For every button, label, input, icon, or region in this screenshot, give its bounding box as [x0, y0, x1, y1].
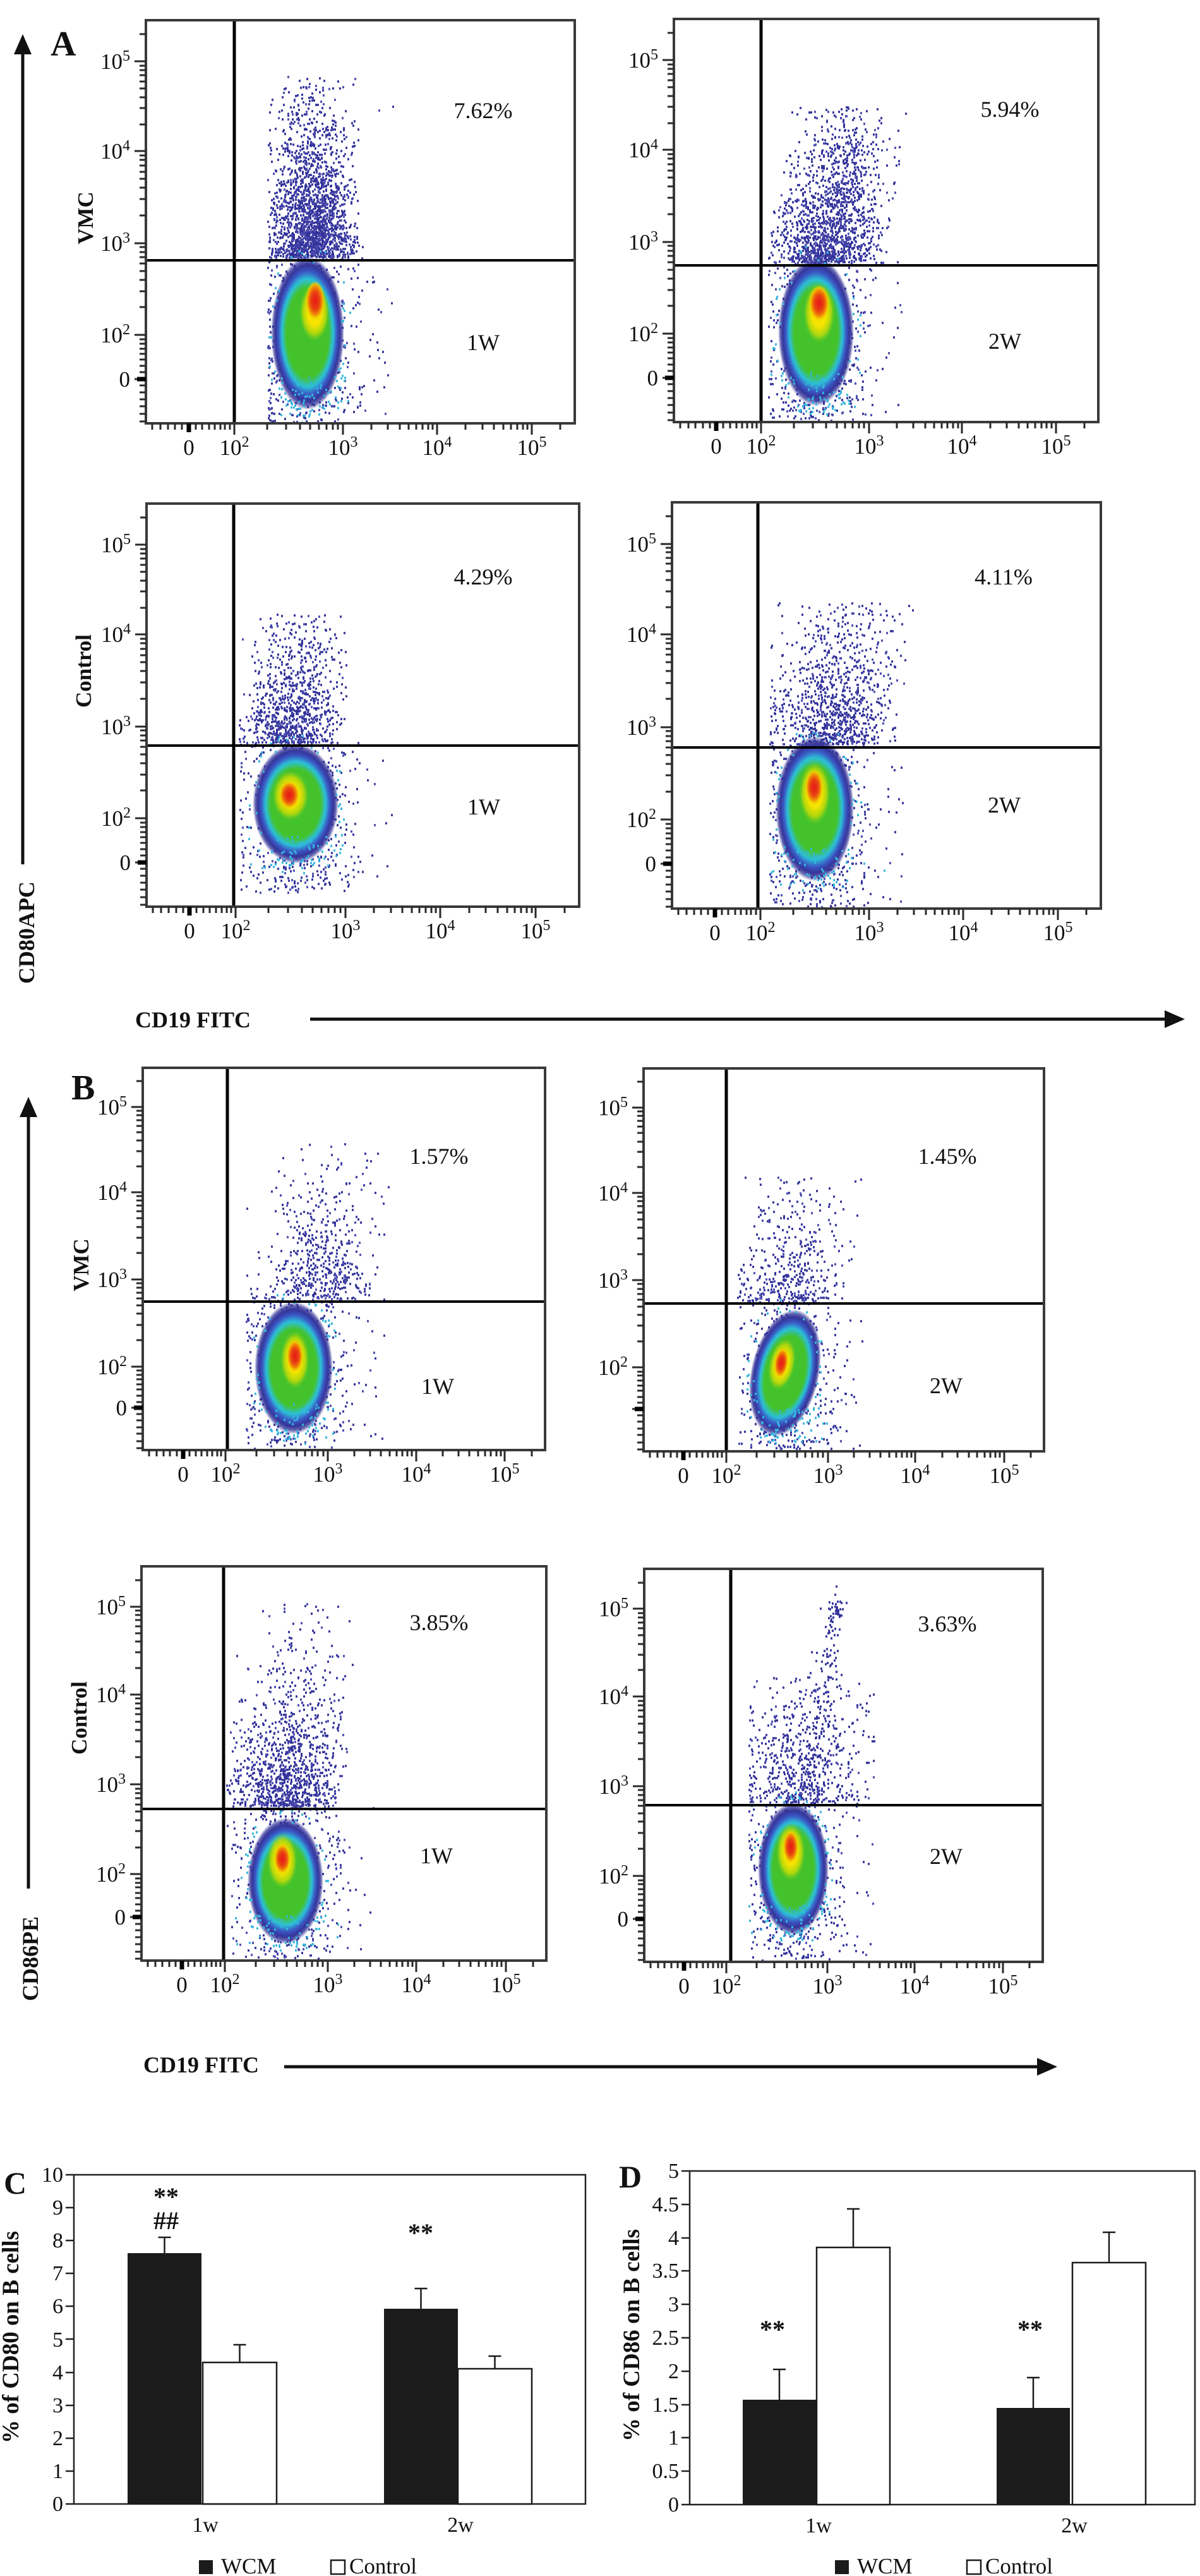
svg-text:3.5: 3.5: [652, 2259, 680, 2283]
svg-text:105: 105: [599, 1595, 628, 1621]
svg-text:4.11%: 4.11%: [975, 564, 1033, 590]
svg-text:102: 102: [747, 433, 776, 459]
svg-text:CD19 FITC: CD19 FITC: [143, 2052, 259, 2077]
svg-text:6: 6: [52, 2295, 63, 2318]
svg-text:0: 0: [645, 852, 657, 876]
svg-text:1w: 1w: [192, 2513, 219, 2537]
svg-text:5: 5: [52, 2328, 63, 2352]
svg-text:##: ##: [153, 2206, 179, 2235]
svg-text:CD86PE: CD86PE: [18, 1916, 43, 2001]
svg-text:103: 103: [328, 434, 358, 460]
svg-text:Control: Control: [67, 1681, 92, 1755]
svg-text:1: 1: [52, 2460, 63, 2483]
svg-text:1.57%: 1.57%: [410, 1144, 469, 1169]
svg-text:10: 10: [42, 2163, 63, 2187]
svg-text:4: 4: [668, 2227, 679, 2250]
svg-text:% of CD86 on B cells: % of CD86 on B cells: [619, 2229, 645, 2441]
svg-text:% of CD80 on B cells: % of CD80 on B cells: [0, 2231, 24, 2443]
svg-text:0: 0: [119, 367, 131, 392]
svg-text:2: 2: [668, 2360, 679, 2383]
svg-text:1w: 1w: [805, 2514, 832, 2537]
svg-text:5: 5: [668, 2160, 679, 2183]
svg-text:0: 0: [647, 366, 659, 390]
svg-text:CD19 FITC: CD19 FITC: [135, 1007, 251, 1032]
svg-text:102: 102: [211, 1461, 241, 1487]
svg-text:102: 102: [746, 919, 776, 945]
svg-text:0: 0: [618, 1907, 629, 1932]
svg-text:2.5: 2.5: [652, 2326, 680, 2350]
svg-text:104: 104: [426, 917, 455, 943]
svg-text:VMC: VMC: [73, 191, 98, 245]
svg-text:0.5: 0.5: [652, 2460, 680, 2483]
svg-text:1W: 1W: [420, 1843, 453, 1868]
svg-text:105: 105: [490, 1461, 520, 1487]
svg-text:0: 0: [711, 434, 722, 459]
svg-text:8: 8: [52, 2229, 63, 2252]
svg-text:0: 0: [709, 921, 721, 945]
svg-text:2: 2: [52, 2427, 63, 2450]
svg-text:2w: 2w: [447, 2513, 474, 2537]
svg-text:0: 0: [120, 850, 131, 875]
svg-text:B: B: [71, 1068, 95, 1108]
svg-text:1W: 1W: [467, 330, 500, 355]
svg-text:**: **: [153, 2182, 179, 2211]
svg-text:2W: 2W: [930, 1844, 963, 1869]
svg-text:0: 0: [115, 1905, 126, 1930]
svg-text:2w: 2w: [1061, 2514, 1088, 2537]
svg-text:2W: 2W: [988, 792, 1021, 818]
svg-text:1W: 1W: [421, 1374, 454, 1399]
svg-text:WCM: WCM: [857, 2554, 913, 2576]
svg-text:7.62%: 7.62%: [454, 98, 513, 123]
svg-text:3.63%: 3.63%: [918, 1611, 977, 1636]
svg-text:C: C: [4, 2165, 27, 2201]
svg-text:**: **: [760, 2315, 785, 2343]
svg-text:0: 0: [177, 1462, 189, 1487]
svg-text:0: 0: [678, 1974, 690, 1999]
svg-text:105: 105: [988, 1973, 1018, 1999]
svg-text:2W: 2W: [930, 1373, 963, 1398]
svg-text:**: **: [1017, 2315, 1043, 2343]
svg-text:0: 0: [52, 2493, 63, 2516]
svg-text:0: 0: [116, 1396, 128, 1420]
svg-text:0: 0: [183, 435, 195, 460]
svg-text:WCM: WCM: [221, 2554, 277, 2576]
svg-text:1W: 1W: [467, 794, 500, 819]
svg-text:104: 104: [949, 919, 978, 945]
svg-text:Control: Control: [71, 634, 96, 708]
svg-text:0: 0: [176, 1973, 188, 1997]
svg-text:5.94%: 5.94%: [981, 97, 1040, 122]
svg-text:2W: 2W: [988, 329, 1021, 354]
svg-text:4: 4: [52, 2361, 63, 2385]
svg-text:Control: Control: [349, 2554, 417, 2576]
svg-text:A: A: [51, 25, 76, 64]
svg-text:D: D: [619, 2159, 642, 2194]
svg-text:VMC: VMC: [69, 1238, 93, 1291]
svg-text:CD80APC: CD80APC: [14, 881, 39, 984]
svg-text:3.85%: 3.85%: [410, 1610, 469, 1635]
svg-text:4.5: 4.5: [652, 2193, 680, 2216]
svg-text:105: 105: [517, 434, 547, 460]
svg-text:**: **: [408, 2218, 433, 2247]
svg-text:0: 0: [184, 919, 195, 943]
svg-text:Control: Control: [985, 2554, 1053, 2576]
svg-text:4.29%: 4.29%: [454, 564, 513, 590]
svg-text:105: 105: [521, 917, 551, 943]
svg-text:1.45%: 1.45%: [918, 1144, 977, 1169]
svg-text:7: 7: [52, 2262, 63, 2285]
svg-text:3: 3: [52, 2394, 63, 2417]
svg-text:103: 103: [855, 919, 884, 945]
svg-text:102: 102: [627, 806, 656, 832]
svg-text:3: 3: [668, 2293, 679, 2316]
svg-text:1.5: 1.5: [652, 2393, 680, 2417]
svg-text:9: 9: [52, 2196, 63, 2220]
svg-text:104: 104: [97, 1179, 127, 1205]
svg-text:0: 0: [678, 1463, 689, 1488]
svg-text:1: 1: [668, 2426, 679, 2450]
svg-text:0: 0: [668, 2493, 679, 2517]
